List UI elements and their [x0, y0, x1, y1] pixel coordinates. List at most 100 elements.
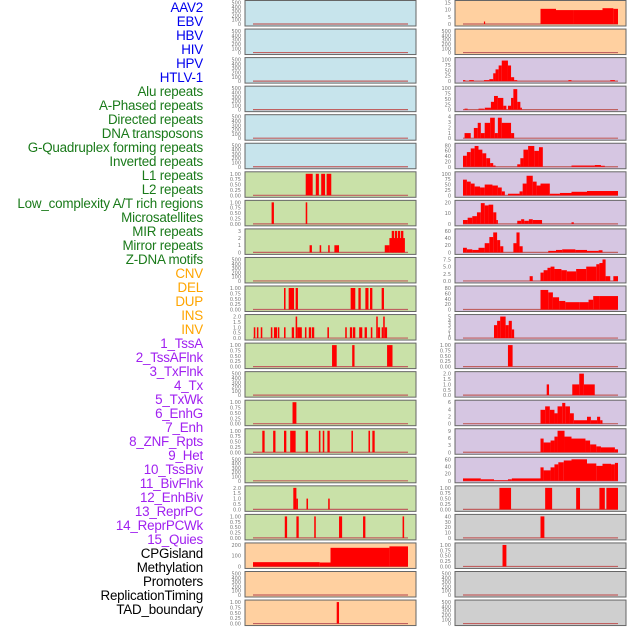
data-bar — [532, 181, 537, 196]
y-tick-label: 0 — [448, 593, 451, 599]
y-tick-label: 0.5 — [233, 502, 241, 508]
track-label: Mirror repeats — [122, 238, 203, 253]
y-tick-label: 3 — [238, 229, 241, 235]
y-tick-label: 0 — [238, 22, 241, 28]
data-bar — [599, 487, 605, 510]
y-tick-label: 0 — [448, 79, 451, 85]
track-label: Z-DNA motifs — [125, 252, 203, 267]
y-tick-label: 7.5 — [443, 257, 451, 263]
data-bar — [332, 345, 337, 367]
y-tick-label: 75 — [445, 92, 451, 98]
data-bar — [474, 145, 479, 167]
y-tick-label: 0.00 — [440, 564, 451, 570]
data-bar — [494, 325, 498, 339]
data-bar — [484, 243, 490, 253]
y-tick-label: 200 — [231, 99, 241, 105]
y-tick-label: 500 — [231, 457, 241, 463]
y-tick-label: 0.75 — [230, 406, 241, 412]
data-bar — [495, 69, 499, 82]
y-tick-label: 200 — [231, 470, 241, 476]
data-bar — [277, 327, 280, 339]
y-tick-label: 1.0 — [233, 497, 241, 503]
y-tick-label: 100 — [231, 475, 241, 481]
y-tick-label: 0 — [238, 79, 241, 85]
track-label: MIR repeats — [132, 224, 203, 239]
y-tick-label: 0.75 — [230, 605, 241, 611]
y-tick-label: 200 — [231, 13, 241, 19]
y-tick-label: 0.00 — [230, 222, 241, 228]
y-tick-label: 0 — [238, 564, 241, 570]
data-bar — [556, 249, 563, 253]
data-bar — [543, 442, 551, 453]
y-tick-label: 400 — [231, 148, 241, 154]
data-bar — [288, 288, 295, 310]
y-tick-label: 1.00 — [230, 286, 241, 292]
data-bar — [614, 449, 618, 453]
data-bar — [540, 272, 544, 281]
y-tick-label: 1.00 — [440, 543, 451, 549]
data-bar — [613, 276, 618, 281]
data-bar — [588, 299, 594, 310]
data-bar — [599, 296, 618, 310]
data-bar — [497, 240, 501, 253]
y-tick-label: 1.5 — [233, 320, 241, 326]
data-bar — [507, 105, 512, 110]
y-tick-label: 3 — [448, 443, 451, 449]
data-bar — [600, 420, 603, 424]
data-bar — [327, 327, 329, 339]
y-tick-label: 3 — [448, 120, 451, 126]
data-bar — [579, 373, 584, 396]
data-bar — [543, 470, 551, 481]
y-tick-label: 300 — [231, 123, 241, 129]
panel-1-12 — [454, 342, 627, 370]
data-bar — [273, 430, 276, 453]
data-bar — [602, 259, 606, 281]
panel-0-1 — [244, 28, 417, 56]
data-bar — [571, 165, 595, 167]
data-bar — [478, 247, 485, 253]
data-bar — [500, 246, 504, 253]
track-label: Microsatellites — [121, 210, 203, 225]
data-bar — [517, 164, 521, 167]
y-tick-label: 30 — [445, 520, 451, 526]
panel-0-10 — [244, 285, 417, 312]
y-tick-label: 100 — [231, 554, 241, 560]
data-bar — [573, 10, 603, 24]
y-tick-label: 20 — [445, 525, 451, 531]
y-tick-label: 10 — [445, 8, 451, 14]
y-tick-label: 200 — [231, 543, 241, 549]
y-tick-label: 300 — [441, 609, 451, 615]
data-bar — [484, 205, 489, 224]
data-bar — [549, 409, 555, 424]
track-label: ReplicationTiming — [100, 588, 203, 603]
y-tick-label: 0 — [238, 393, 241, 399]
track-label: Methylation — [136, 560, 203, 575]
panel-0-3 — [244, 85, 417, 113]
y-tick-label: 0.25 — [230, 359, 241, 365]
track-label: AAV2 — [170, 0, 204, 15]
data-bar — [500, 316, 506, 339]
y-tick-label: 1.0 — [443, 382, 451, 388]
y-tick-label: 1.00 — [230, 400, 241, 406]
y-tick-label: 0.00 — [440, 365, 451, 371]
track-label: 15_Quies — [147, 532, 203, 547]
data-bar — [594, 165, 601, 167]
y-tick-label: 20 — [445, 200, 451, 206]
y-tick-label: 6 — [448, 436, 451, 442]
data-bar — [498, 65, 502, 82]
y-tick-label: 0 — [238, 108, 241, 114]
data-bar — [319, 562, 331, 567]
data-bar — [587, 463, 597, 481]
data-bar — [494, 95, 498, 110]
y-tick-label: 200 — [231, 71, 241, 77]
data-bar — [306, 498, 309, 510]
track-label: 11_BivFlnk — [139, 476, 203, 491]
y-tick-label: 400 — [231, 262, 241, 268]
data-bar — [546, 384, 550, 396]
track-label: 3_TxFlnk — [149, 364, 204, 379]
panel-0-20 — [244, 571, 417, 598]
y-tick-label: 200 — [231, 270, 241, 276]
data-bar — [508, 320, 512, 339]
track-label: CPGisland — [140, 546, 203, 561]
y-tick-label: 0.75 — [230, 520, 241, 526]
